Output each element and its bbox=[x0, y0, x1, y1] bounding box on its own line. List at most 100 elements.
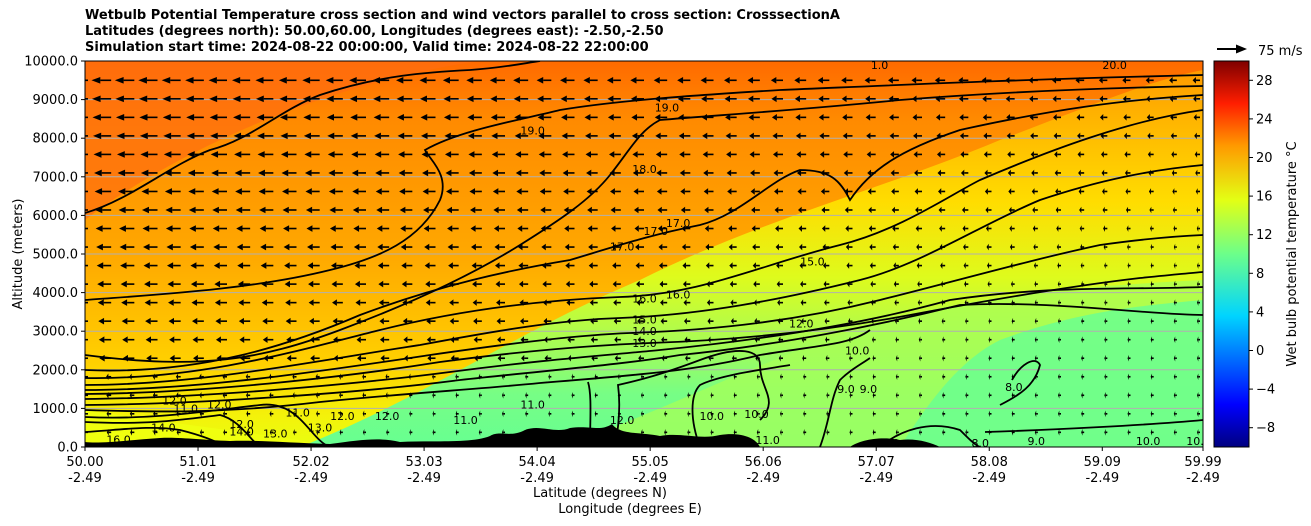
wind-vector-arrow-icon bbox=[422, 188, 436, 195]
wind-vector-arrow-icon bbox=[98, 317, 112, 325]
wind-vector-arrow-icon bbox=[379, 336, 390, 343]
wind-vector-arrow-icon bbox=[870, 280, 876, 288]
wind-vector-arrow-icon bbox=[292, 410, 297, 418]
wind-vector-arrow-icon bbox=[455, 410, 459, 418]
wind-vector-arrow-icon bbox=[988, 410, 992, 418]
wind-vector-arrow-icon bbox=[934, 77, 946, 84]
wind-vector-arrow-icon bbox=[199, 373, 204, 381]
wind-vector-arrow-icon bbox=[97, 280, 112, 288]
wind-vector-arrow-icon bbox=[872, 354, 876, 362]
wind-vector-arrow-icon bbox=[518, 280, 529, 288]
y-axis-label: Altitude (meters) bbox=[11, 199, 26, 310]
wind-vector-arrow-icon bbox=[780, 373, 783, 381]
wind-vector-arrow-icon bbox=[473, 336, 482, 343]
wind-vector-arrow-icon bbox=[282, 206, 297, 214]
x-tick-label-lon: -2.49 bbox=[859, 471, 893, 486]
wind-vector-arrow-icon bbox=[1008, 188, 1015, 195]
wind-vector-arrow-icon bbox=[286, 354, 297, 362]
contour-label: 10.0 bbox=[699, 410, 724, 423]
wind-vector-arrow-icon bbox=[116, 151, 135, 158]
wind-vector-arrow-icon bbox=[1077, 132, 1085, 140]
wind-vector-arrow-icon bbox=[1150, 262, 1154, 269]
contour-label: 19.0 bbox=[655, 101, 680, 114]
wind-vector-arrow-icon bbox=[917, 280, 922, 288]
wind-vector-arrow-icon bbox=[1081, 410, 1085, 418]
wind-vector-arrow-icon bbox=[1011, 391, 1015, 399]
wind-vector-arrow-icon bbox=[353, 225, 366, 232]
wind-vector-arrow-icon bbox=[355, 317, 366, 325]
wind-vector-arrow-icon bbox=[1196, 206, 1200, 214]
wind-vector-arrow-icon bbox=[165, 225, 181, 232]
wind-vector-arrow-icon bbox=[116, 132, 135, 140]
contour-line bbox=[984, 419, 1203, 433]
wind-vector-arrow-icon bbox=[491, 151, 505, 158]
wind-vector-arrow-icon bbox=[1125, 188, 1131, 195]
wind-vector-arrow-icon bbox=[496, 299, 505, 306]
wind-vector-arrow-icon bbox=[849, 354, 853, 362]
wind-vector-arrow-icon bbox=[749, 151, 760, 158]
wind-vector-arrow-icon bbox=[426, 317, 436, 325]
wind-vector-arrow-icon bbox=[983, 151, 992, 158]
wind-vector-arrow-icon bbox=[283, 243, 297, 251]
wind-vector-arrow-icon bbox=[260, 262, 274, 269]
wind-vector-arrow-icon bbox=[257, 132, 274, 140]
wind-vector-arrow-icon bbox=[988, 429, 992, 436]
wind-vector-arrow-icon bbox=[432, 373, 436, 381]
wind-vector-arrow-icon bbox=[544, 354, 552, 362]
wind-vector-arrow-icon bbox=[209, 95, 227, 103]
wind-vector-arrow-icon bbox=[236, 225, 251, 232]
wind-vector-arrow-icon bbox=[95, 225, 112, 232]
wind-vector-arrow-icon bbox=[519, 299, 529, 306]
wind-vector-arrow-icon bbox=[316, 410, 320, 418]
wind-vector-arrow-icon bbox=[139, 114, 158, 121]
y-tick-label: 4000.0 bbox=[33, 286, 79, 301]
wind-vector-arrow-icon bbox=[749, 132, 760, 140]
contour-label: 10.0 bbox=[845, 345, 870, 358]
wind-vector-arrow-icon bbox=[168, 317, 181, 325]
wind-vector-arrow-icon bbox=[492, 169, 505, 177]
wind-vector-arrow-icon bbox=[166, 243, 181, 251]
wind-vector-arrow-icon bbox=[130, 429, 135, 436]
wind-vector-arrow-icon bbox=[849, 391, 853, 399]
wind-vector-arrow-icon bbox=[85, 98, 88, 100]
wind-vector-arrow-icon bbox=[455, 373, 459, 381]
wind-vector-arrow-icon bbox=[613, 299, 621, 306]
wind-vector-arrow-icon bbox=[239, 336, 251, 343]
y-tick-label: 6000.0 bbox=[33, 209, 79, 224]
contour-label: 17.0 bbox=[666, 217, 691, 230]
wind-vector-arrow-icon bbox=[1192, 77, 1200, 84]
contour-label: 19.0 bbox=[520, 124, 545, 137]
wind-vector-arrow-icon bbox=[1146, 114, 1154, 121]
wind-vector-arrow-icon bbox=[1034, 299, 1038, 306]
wind-vector-arrow-icon bbox=[377, 262, 390, 269]
wind-vector-arrow-icon bbox=[269, 429, 274, 436]
wind-vector-arrow-icon bbox=[427, 354, 436, 362]
wind-vector-arrow-icon bbox=[679, 151, 691, 158]
wind-vector-arrow-icon bbox=[701, 95, 714, 103]
wind-vector-arrow-icon bbox=[235, 188, 251, 195]
contour-label: 11.0 bbox=[453, 414, 478, 427]
wind-vector-arrow-icon bbox=[333, 336, 343, 343]
wind-vector-arrow-icon bbox=[152, 373, 158, 381]
y-tick-label: 5000.0 bbox=[33, 248, 79, 263]
wind-vector-arrow-icon bbox=[912, 114, 922, 121]
wind-vector-arrow-icon bbox=[747, 95, 760, 103]
wind-vector-arrow-icon bbox=[564, 225, 575, 232]
wind-vector-arrow-icon bbox=[307, 243, 320, 251]
wind-vector-arrow-icon bbox=[845, 225, 853, 232]
colorbar-tick-label: 4 bbox=[1256, 305, 1264, 320]
wind-vector-arrow-icon bbox=[727, 206, 737, 214]
contour-line bbox=[85, 403, 331, 447]
contour-label: 9.0 bbox=[837, 383, 855, 396]
wind-vector-arrow-icon bbox=[106, 373, 112, 381]
wind-vector-arrow-icon bbox=[1032, 225, 1038, 232]
wind-vector-arrow-icon bbox=[1057, 280, 1061, 288]
wind-vector-arrow-icon bbox=[560, 77, 575, 84]
wind-vector-arrow-icon bbox=[819, 132, 830, 140]
wind-vector-arrow-icon bbox=[664, 410, 668, 418]
wind-vector-arrow-icon bbox=[707, 317, 714, 325]
wind-vector-arrow-icon bbox=[1172, 206, 1177, 214]
colorbar-label: Wet bulb potential temperature °C bbox=[1285, 141, 1300, 366]
wind-vector-arrow-icon bbox=[262, 317, 274, 325]
wind-vector-arrow-icon bbox=[420, 114, 436, 121]
